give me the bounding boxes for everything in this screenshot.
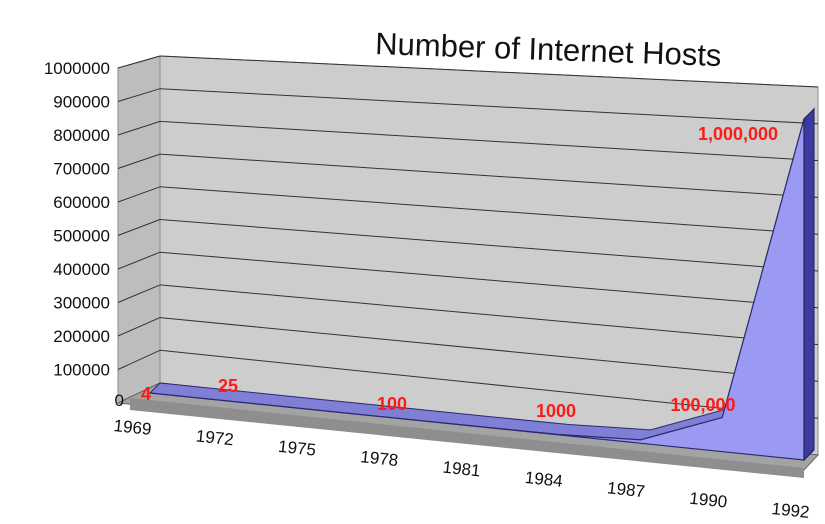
area-end-face — [803, 107, 815, 462]
gridline-back — [159, 88, 819, 125]
gridline-left — [117, 284, 161, 303]
data-label: 1,000,000 — [698, 124, 778, 144]
grid-lines — [117, 55, 819, 456]
y-tick-label: 800000 — [53, 126, 110, 145]
gridline-back — [159, 219, 819, 272]
y-tick-label: 0 — [115, 391, 124, 410]
gridline-left — [117, 219, 161, 236]
y-tick-label: 700000 — [53, 160, 110, 179]
x-tick-label: 1990 — [689, 489, 729, 512]
gridline-left — [117, 186, 161, 203]
y-tick-label: 100000 — [53, 361, 110, 380]
gridline-back — [159, 55, 819, 88]
x-tick-label: 1992 — [771, 499, 811, 522]
y-tick-label: 900000 — [53, 93, 110, 112]
gridline-back — [159, 349, 819, 419]
gridline-back — [159, 284, 819, 346]
x-tick-label: 1981 — [442, 458, 482, 481]
chart-title: Number of Internet Hosts — [375, 26, 722, 73]
gridline-left — [117, 55, 161, 69]
gridline-back — [159, 186, 819, 235]
x-tick-label: 1969 — [113, 416, 153, 439]
data-label: 1000 — [536, 401, 576, 421]
gridline-back — [159, 120, 819, 162]
x-tick-label: 1978 — [360, 447, 400, 470]
data-label: 25 — [218, 376, 238, 396]
y-tick-label: 300000 — [53, 294, 110, 313]
data-label: 4 — [141, 384, 151, 404]
gridline-left — [117, 88, 161, 102]
data-label: 100,000 — [670, 395, 735, 415]
gridline-left — [117, 120, 161, 136]
y-axis-ticks: 0 100000 200000 300000 400000 500000 600000 700… — [44, 59, 124, 410]
y-tick-label: 1000000 — [44, 59, 110, 78]
y-tick-label: 600000 — [53, 193, 110, 212]
left-wall — [117, 55, 161, 404]
data-label: 100 — [377, 394, 407, 414]
gridline-left — [117, 349, 161, 370]
gridline-left — [117, 317, 161, 337]
x-axis-ticks: 1969 1972 1975 1978 1981 1984 1987 1990 1992 — [113, 416, 811, 522]
gridline-left — [117, 251, 161, 270]
x-tick-label: 1975 — [277, 437, 317, 460]
y-tick-label: 500000 — [53, 227, 110, 246]
floor-edge — [130, 398, 804, 478]
gridline-left — [117, 153, 161, 169]
gridline-back — [159, 317, 819, 382]
gridline-back — [159, 251, 819, 309]
x-tick-label: 1984 — [524, 468, 564, 491]
area-series — [148, 107, 815, 462]
data-labels: 4 25 100 1000 100,000 1,000,000 — [141, 124, 778, 421]
y-tick-label: 400000 — [53, 260, 110, 279]
x-tick-label: 1987 — [606, 478, 646, 501]
gridline-back — [159, 153, 819, 198]
plot-walls — [117, 55, 819, 456]
x-tick-label: 1972 — [195, 426, 235, 449]
y-tick-label: 200000 — [53, 327, 110, 346]
